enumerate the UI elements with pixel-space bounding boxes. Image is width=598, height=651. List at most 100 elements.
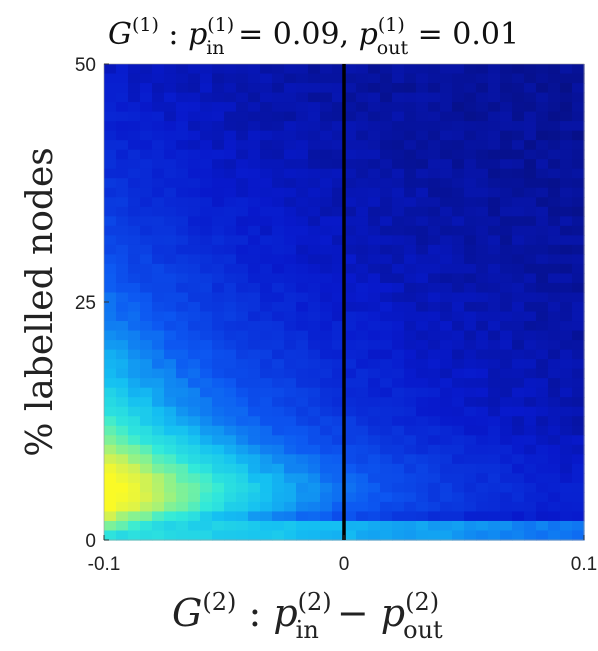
heatmap-cell <box>308 406 321 417</box>
heatmap-cell <box>236 159 249 170</box>
heatmap-cell <box>332 168 345 179</box>
heatmap-cell <box>500 102 513 113</box>
heatmap-cell <box>104 140 117 151</box>
heatmap-cell <box>224 492 237 503</box>
heatmap-cell <box>368 435 381 446</box>
heatmap-cell <box>428 292 441 303</box>
heatmap-cell <box>224 444 237 455</box>
heatmap-cell <box>368 178 381 189</box>
heatmap-cell <box>572 168 585 179</box>
heatmap-cell <box>392 387 405 398</box>
heatmap-cell <box>296 463 309 474</box>
heatmap-cell <box>344 311 357 322</box>
heatmap-cell <box>572 340 585 351</box>
heatmap-cell <box>140 149 153 160</box>
heatmap-cell <box>536 330 549 341</box>
heatmap-cell <box>152 349 165 360</box>
heatmap-cell <box>380 263 393 275</box>
heatmap-cell <box>416 292 429 303</box>
heatmap-cell <box>104 187 117 198</box>
heatmap-cell <box>320 302 333 313</box>
heatmap-cell <box>488 140 501 151</box>
heatmap-cell <box>572 492 585 503</box>
heatmap-cell <box>404 64 417 75</box>
heatmap-cell <box>356 492 369 503</box>
heatmap-cell <box>572 159 585 170</box>
heatmap-cell <box>236 473 249 484</box>
heatmap-cell <box>116 387 129 398</box>
heatmap-cell <box>488 463 501 474</box>
heatmap-cell <box>380 83 393 94</box>
heatmap-cell <box>572 73 585 84</box>
heatmap-cell <box>272 273 285 284</box>
heatmap-cell <box>476 463 489 474</box>
heatmap-cell <box>308 501 321 513</box>
heatmap-cell <box>392 416 405 427</box>
heatmap-cell <box>212 121 225 132</box>
heatmap-cell <box>212 235 225 246</box>
heatmap-cell <box>524 473 537 484</box>
heatmap-cell <box>188 216 201 227</box>
heatmap-cell <box>464 435 477 446</box>
heatmap-cell <box>272 159 285 170</box>
heatmap-cell <box>200 216 213 227</box>
heatmap-cell <box>572 197 585 208</box>
heatmap-cell <box>152 197 165 208</box>
heatmap-cell <box>332 206 345 217</box>
heatmap-cell <box>440 244 453 255</box>
heatmap-cell <box>224 454 237 465</box>
heatmap-cell <box>152 520 165 532</box>
heatmap-cell <box>404 197 417 208</box>
heatmap-cell <box>200 454 213 465</box>
heatmap-cell <box>488 387 501 398</box>
heatmap-cell <box>524 178 537 189</box>
heatmap-cell <box>308 520 321 532</box>
heatmap-cell <box>128 235 141 246</box>
heatmap-cell <box>200 416 213 427</box>
heatmap-cell <box>488 235 501 246</box>
heatmap-cell <box>428 159 441 170</box>
heatmap-cell <box>344 130 357 141</box>
heatmap-cell <box>416 263 429 275</box>
heatmap-cell <box>188 530 201 541</box>
heatmap-cell <box>332 92 345 103</box>
heatmap-cell <box>512 73 525 84</box>
heatmap-cell <box>320 102 333 113</box>
heatmap-cell <box>344 102 357 113</box>
heatmap-cell <box>308 282 321 294</box>
heatmap-cell <box>536 482 549 493</box>
heatmap-cell <box>416 387 429 398</box>
heatmap-cell <box>380 340 393 351</box>
heatmap-cell <box>164 387 177 398</box>
heatmap-cell <box>512 482 525 493</box>
heatmap-cell <box>284 254 297 265</box>
heatmap-cell <box>476 473 489 484</box>
heatmap-cell <box>128 416 141 427</box>
heatmap-cell <box>284 92 297 103</box>
heatmap-cell <box>500 482 513 493</box>
heatmap-cell <box>404 511 417 522</box>
heatmap-cell <box>416 149 429 160</box>
heatmap-cell <box>560 378 573 389</box>
heatmap-cell <box>404 102 417 113</box>
heatmap-cell <box>332 330 345 341</box>
heatmap-cell <box>128 64 141 75</box>
heatmap-cell <box>392 254 405 265</box>
heatmap-cell <box>260 302 273 313</box>
heatmap-cell <box>476 111 489 122</box>
heatmap-cell <box>296 387 309 398</box>
heatmap-cell <box>176 92 189 103</box>
heatmap-cell <box>332 302 345 313</box>
heatmap-cell <box>572 187 585 198</box>
heatmap-cell <box>284 454 297 465</box>
heatmap-cell <box>308 216 321 227</box>
heatmap-cell <box>176 349 189 360</box>
heatmap-cell <box>308 263 321 275</box>
heatmap-cell <box>536 302 549 313</box>
heatmap-cell <box>440 130 453 141</box>
heatmap-cell <box>380 530 393 541</box>
heatmap-cell <box>524 435 537 446</box>
heatmap-cell <box>512 435 525 446</box>
heatmap-cell <box>320 454 333 465</box>
heatmap-cell <box>296 435 309 446</box>
